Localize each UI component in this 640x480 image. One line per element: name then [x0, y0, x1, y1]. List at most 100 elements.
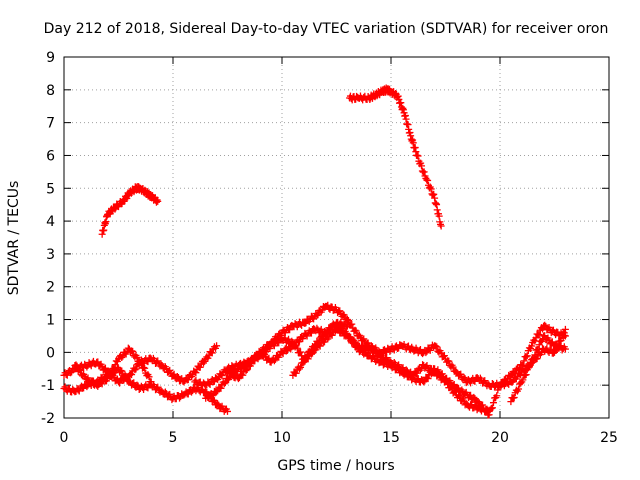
y-tick-label: 2 [46, 280, 55, 296]
y-tick-label: -1 [41, 378, 55, 394]
data-point [343, 316, 351, 324]
data-point [447, 383, 455, 391]
series-arc-h [191, 318, 351, 389]
data-point [98, 380, 106, 388]
x-tick-label: 10 [273, 430, 291, 446]
data-point [445, 357, 453, 365]
data-point [561, 325, 569, 333]
data-point [157, 360, 165, 368]
data-point [220, 380, 228, 388]
data-point [548, 338, 556, 346]
data-point [405, 125, 413, 133]
data-point [238, 362, 246, 370]
data-point [430, 190, 438, 198]
data-point [510, 394, 518, 402]
series-arc-i [289, 325, 493, 416]
y-tick-label: 6 [46, 148, 55, 164]
data-point [431, 194, 439, 202]
data-point [440, 352, 448, 360]
data-point [460, 374, 468, 382]
series-arc-b [346, 84, 445, 230]
data-point [297, 363, 305, 371]
data-point [293, 344, 301, 352]
data-point [107, 370, 115, 378]
data-point [129, 347, 137, 355]
data-point [401, 112, 409, 120]
data-point [427, 365, 435, 373]
data-point [133, 353, 141, 361]
y-tick-label: 3 [46, 247, 55, 263]
series-arc-j [507, 332, 569, 406]
data-point [435, 370, 443, 378]
data-point [234, 375, 242, 383]
data-point [157, 386, 165, 394]
data-point [493, 392, 501, 400]
data-point [288, 337, 296, 345]
data-point [412, 148, 420, 156]
data-point [352, 327, 360, 335]
data-point [528, 342, 536, 350]
y-tick-label: 0 [46, 345, 55, 361]
data-point [208, 392, 216, 400]
data-point [420, 168, 428, 176]
data-point [133, 381, 141, 389]
data-point [386, 357, 394, 365]
data-point [110, 365, 118, 373]
data-point [101, 364, 109, 372]
data-point [531, 351, 539, 359]
data-point [515, 385, 523, 393]
data-point [433, 206, 441, 214]
data-point [402, 115, 410, 123]
data-point [336, 307, 344, 315]
y-tick-label: 5 [46, 181, 55, 197]
data-point [397, 99, 405, 107]
data-point [328, 331, 336, 339]
data-point [76, 366, 84, 374]
data-point [200, 359, 208, 367]
data-point [399, 106, 407, 114]
data-point [340, 311, 348, 319]
data-point [535, 331, 543, 339]
data-point [166, 366, 174, 374]
data-point [286, 326, 294, 334]
data-point [154, 197, 162, 205]
data-point [480, 404, 488, 412]
data-point [474, 398, 482, 406]
data-point [348, 320, 356, 328]
data-point [251, 356, 259, 364]
data-point [196, 363, 204, 371]
data-point [404, 121, 412, 129]
data-point [561, 345, 569, 353]
y-tick-label: -2 [41, 411, 55, 427]
data-point [307, 329, 315, 337]
x-tick-label: 0 [60, 430, 69, 446]
data-point [409, 139, 417, 147]
series-arc-a [98, 183, 162, 238]
data-point [350, 336, 358, 344]
data-point [449, 363, 457, 371]
data-point [414, 375, 422, 383]
data-point [484, 406, 492, 414]
data-point [275, 339, 283, 347]
data-marks [60, 84, 569, 419]
data-point [433, 343, 441, 351]
data-point [427, 185, 435, 193]
plot-frame [63, 56, 610, 419]
data-point [494, 386, 502, 394]
data-point [527, 361, 535, 369]
data-point [439, 374, 447, 382]
data-point [522, 371, 530, 379]
data-point [404, 342, 412, 350]
data-point [394, 92, 402, 100]
data-point [534, 345, 542, 353]
chart-title: Day 212 of 2018, Sidereal Day-to-day VTE… [44, 21, 609, 37]
data-point [437, 222, 445, 230]
data-point [316, 342, 324, 350]
data-point [300, 358, 308, 366]
y-tick-label: 7 [46, 116, 55, 132]
data-point [560, 329, 568, 337]
data-point [140, 364, 148, 372]
data-point [153, 196, 161, 204]
data-point [435, 212, 443, 220]
